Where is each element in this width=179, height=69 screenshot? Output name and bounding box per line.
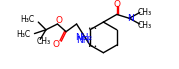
Text: CH₃: CH₃ (36, 37, 50, 46)
Text: CH₃: CH₃ (137, 8, 152, 17)
Text: •••: ••• (87, 26, 97, 31)
Text: O: O (56, 16, 63, 25)
Text: O: O (113, 0, 120, 9)
Text: •••: ••• (87, 44, 97, 49)
Text: H₃C: H₃C (20, 15, 35, 24)
Text: NH: NH (77, 36, 90, 45)
Text: N: N (127, 14, 134, 23)
Text: O: O (53, 40, 60, 49)
Text: H₃C: H₃C (16, 30, 31, 39)
Text: CH₃: CH₃ (137, 21, 152, 30)
Text: NH₂: NH₂ (75, 33, 92, 42)
